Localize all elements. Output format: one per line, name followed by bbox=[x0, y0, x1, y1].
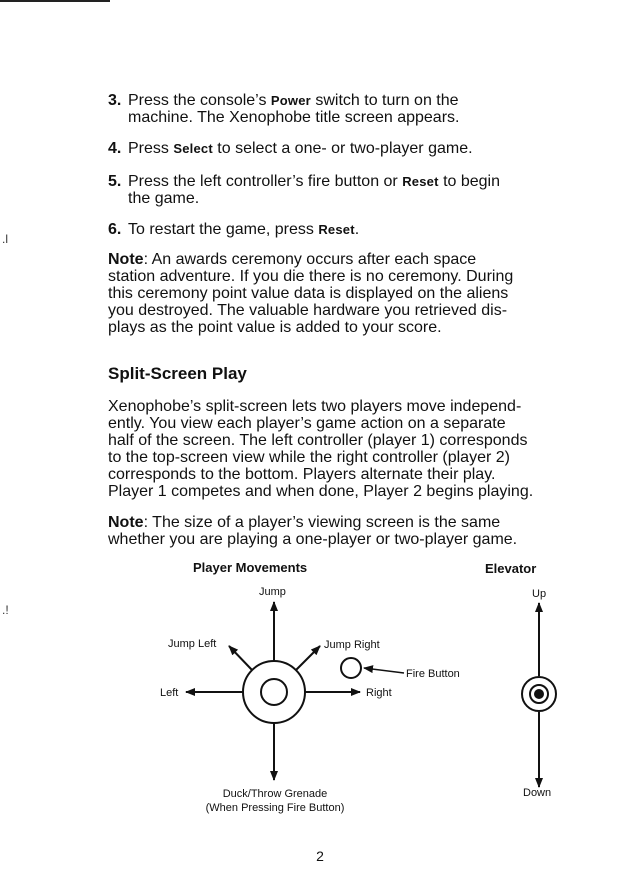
jump-left-arrow bbox=[228, 645, 253, 671]
step-5: 5. Press the left controller’s fire butto… bbox=[108, 173, 548, 207]
note-line: you destroyed. The valuable hardware you… bbox=[108, 302, 508, 319]
jump-right-label: Jump Right bbox=[324, 639, 380, 651]
step-number: 4. bbox=[108, 140, 122, 157]
step-3: 3. Press the console’s Power switch to tu… bbox=[108, 92, 548, 126]
paragraph-line: Player 1 competes and when done, Player … bbox=[108, 483, 534, 500]
paragraph-line: corresponds to the bottom. Players alter… bbox=[108, 466, 496, 483]
screen-size-note: Note: The size of a player’s viewing scr… bbox=[108, 514, 568, 548]
note-line: station adventure. If you die there is n… bbox=[108, 268, 514, 285]
page-number: 2 bbox=[316, 848, 324, 864]
left-label: Left bbox=[160, 687, 178, 699]
paragraph-line: ently. You view each player’s game actio… bbox=[108, 415, 506, 432]
elevator-title: Elevator bbox=[485, 561, 536, 576]
note-label: Note bbox=[108, 251, 144, 268]
jump-right-arrow bbox=[295, 645, 321, 671]
elevator-center-dot bbox=[534, 689, 544, 699]
duck-sublabel: (When Pressing Fire Button) bbox=[206, 802, 345, 814]
duck-label: Duck/Throw Grenade bbox=[223, 788, 328, 800]
step-text: To restart the game, press bbox=[128, 221, 319, 238]
step-number: 6. bbox=[108, 221, 122, 238]
scan-mark: .l bbox=[2, 232, 8, 246]
step-text: Press bbox=[128, 140, 174, 157]
step-4: 4. Press Select to select a one- or two-p… bbox=[108, 140, 548, 157]
jump-left-label: Jump Left bbox=[168, 638, 216, 650]
top-rule bbox=[0, 0, 110, 2]
note-line: whether you are playing a one-player or … bbox=[108, 531, 518, 548]
note-line: this ceremony point value data is displa… bbox=[108, 285, 509, 302]
step-number: 3. bbox=[108, 92, 122, 109]
fire-button-label: Fire Button bbox=[406, 668, 460, 680]
elevator-up-label: Up bbox=[532, 588, 546, 600]
keyword-reset: Reset bbox=[402, 174, 439, 189]
step-6: 6. To restart the game, press Reset. bbox=[108, 221, 548, 238]
scan-mark: .! bbox=[2, 603, 9, 617]
paragraph-line: to the top-screen view while the right c… bbox=[108, 449, 510, 466]
step-text: to begin bbox=[438, 173, 501, 190]
elevator-outer-circle bbox=[521, 676, 557, 712]
section-heading: Split-Screen Play bbox=[108, 364, 247, 383]
awards-note: Note: An awards ceremony occurs after ea… bbox=[108, 251, 568, 336]
elevator-down-label: Down bbox=[523, 787, 551, 799]
paragraph-line: Xenophobe’s split-screen lets two player… bbox=[108, 398, 522, 415]
keyword-reset: Reset bbox=[318, 222, 355, 237]
controls-diagram: Player Movements Elevator Jump Duck/Thro… bbox=[0, 555, 640, 825]
paragraph-line: half of the screen. The left controller … bbox=[108, 432, 528, 449]
step-text: switch to turn on the bbox=[310, 92, 459, 109]
joystick-base-circle bbox=[242, 660, 306, 724]
step-text: to select a one- or two-player game. bbox=[212, 140, 473, 157]
note-line: : An awards ceremony occurs after each s… bbox=[143, 251, 477, 268]
note-line: : The size of a player’s viewing screen … bbox=[143, 514, 501, 531]
controls-diagram-svg: Player Movements Elevator Jump Duck/Thro… bbox=[160, 560, 557, 814]
step-text: Press the left controller’s fire button … bbox=[128, 173, 403, 190]
joystick-stick-circle bbox=[260, 678, 288, 706]
right-label: Right bbox=[366, 687, 392, 699]
step-number: 5. bbox=[108, 173, 122, 190]
fire-button-pointer bbox=[363, 665, 405, 674]
step-text: Press the console’s bbox=[128, 92, 271, 109]
split-screen-paragraph: Xenophobe’s split-screen lets two player… bbox=[108, 398, 568, 500]
note-line: plays as the point value is added to you… bbox=[108, 319, 442, 336]
keyword-power: Power bbox=[270, 93, 311, 108]
step-text-continued: machine. The Xenophobe title screen appe… bbox=[128, 109, 460, 126]
note-label: Note bbox=[108, 514, 144, 531]
keyword-select: Select bbox=[173, 141, 213, 156]
step-text: . bbox=[354, 221, 360, 238]
jump-label: Jump bbox=[259, 586, 286, 598]
step-text-continued: the game. bbox=[128, 190, 200, 207]
player-movements-title: Player Movements bbox=[193, 560, 307, 575]
fire-button-circle bbox=[340, 657, 362, 679]
elevator-inner-circle bbox=[529, 684, 549, 704]
